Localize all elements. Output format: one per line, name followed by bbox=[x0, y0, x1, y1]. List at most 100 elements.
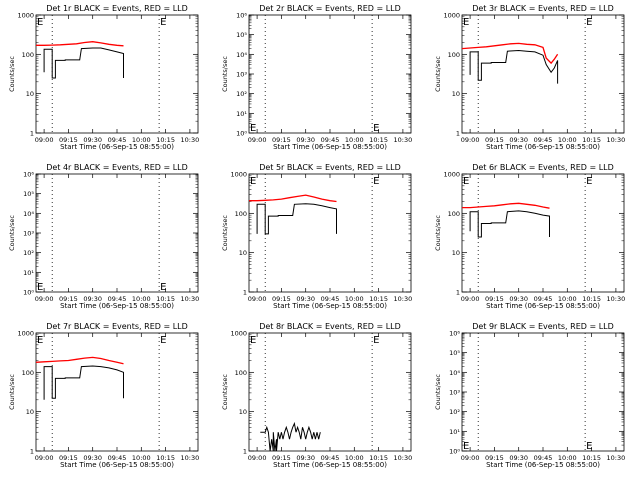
panel-9: Det 9r BLACK = Events, RED = LLD 09:00 09:… bbox=[434, 322, 625, 469]
y-tick-label: 10¹ bbox=[449, 428, 460, 436]
x-tick-label: 09:30 bbox=[296, 295, 315, 303]
x-tick-label: 09:30 bbox=[296, 136, 315, 144]
plot-frame bbox=[461, 14, 625, 134]
plot-frame bbox=[35, 332, 199, 452]
panel-title: Det 9r BLACK = Events, RED = LLD bbox=[472, 322, 614, 331]
x-tick-label: 09:15 bbox=[59, 136, 78, 144]
x-tick-label: 09:15 bbox=[272, 295, 291, 303]
lld-series-line bbox=[461, 42, 559, 65]
x-tick-label: 10:30 bbox=[181, 295, 200, 303]
x-tick-label: 09:00 bbox=[248, 295, 267, 303]
x-tick-label: 10:15 bbox=[156, 295, 175, 303]
x-tick-label: 09:45 bbox=[321, 295, 340, 303]
x-tick-label: 09:15 bbox=[272, 136, 291, 144]
e-marker: E bbox=[586, 176, 592, 187]
panel-title: Det 4r BLACK = Events, RED = LLD bbox=[46, 163, 188, 172]
x-tick-label: 10:00 bbox=[132, 454, 151, 462]
y-tick-label: 10¹ bbox=[23, 269, 34, 277]
plot-frame bbox=[248, 14, 412, 134]
x-tick-label: 10:00 bbox=[345, 454, 364, 462]
plot-frame bbox=[248, 173, 412, 293]
y-tick-label: 100 bbox=[22, 369, 34, 377]
y-tick-label: 1 bbox=[243, 448, 247, 456]
y-tick-label: 10 bbox=[452, 249, 460, 257]
y-tick-label: 100 bbox=[22, 51, 34, 59]
y-tick-label: 10⁰ bbox=[236, 130, 247, 138]
panel-7: Det 7r BLACK = Events, RED = LLD 09:00 09:… bbox=[8, 322, 199, 469]
y-tick-label: 1 bbox=[30, 448, 34, 456]
y-tick-label: 100 bbox=[235, 210, 247, 218]
y-tick-label: 1 bbox=[243, 289, 247, 297]
x-tick-label: 10:30 bbox=[181, 136, 200, 144]
x-axis-label: Start Time (06-Sep-15 08:55:00) bbox=[486, 461, 600, 469]
x-tick-label: 10:30 bbox=[607, 295, 626, 303]
y-tick-label: 10⁶ bbox=[23, 171, 34, 179]
events-series-line bbox=[260, 421, 321, 452]
x-tick-label: 09:00 bbox=[461, 136, 480, 144]
y-tick-label: 1000 bbox=[17, 12, 34, 20]
lld-series-line bbox=[462, 202, 550, 209]
e-marker: E bbox=[463, 441, 469, 452]
y-tick-label: 1000 bbox=[443, 171, 460, 179]
x-tick-label: 09:00 bbox=[35, 454, 54, 462]
x-tick-label: 09:45 bbox=[108, 454, 127, 462]
y-tick-label: 1 bbox=[456, 289, 460, 297]
events-series-line bbox=[256, 203, 337, 235]
y-tick-label: 10⁵ bbox=[236, 31, 247, 39]
x-tick-label: 10:00 bbox=[132, 136, 151, 144]
x-tick-label: 09:45 bbox=[108, 295, 127, 303]
y-tick-label: 10⁴ bbox=[236, 51, 247, 59]
y-tick-label: 10⁵ bbox=[23, 190, 34, 198]
events-series-line bbox=[43, 47, 124, 79]
x-tick-label: 09:15 bbox=[485, 295, 504, 303]
x-tick-label: 10:15 bbox=[156, 136, 175, 144]
x-tick-label: 09:45 bbox=[534, 454, 553, 462]
y-axis-label: Counts/sec bbox=[221, 56, 229, 92]
x-axis-label: Start Time (06-Sep-15 08:55:00) bbox=[60, 302, 174, 310]
panel-4: Det 4r BLACK = Events, RED = LLD 09:00 09:… bbox=[8, 163, 199, 310]
panel-2: Det 2r BLACK = Events, RED = LLD 09:00 09:… bbox=[221, 4, 412, 151]
panel-1: Det 1r BLACK = Events, RED = LLD 09:00 09:… bbox=[8, 4, 199, 151]
panel-title: Det 5r BLACK = Events, RED = LLD bbox=[259, 163, 401, 172]
y-tick-label: 10 bbox=[26, 408, 34, 416]
x-tick-label: 09:00 bbox=[248, 136, 267, 144]
x-axis-label: Start Time (06-Sep-15 08:55:00) bbox=[486, 143, 600, 151]
y-tick-label: 1000 bbox=[443, 12, 460, 20]
x-tick-label: 10:15 bbox=[369, 136, 388, 144]
x-tick-label: 09:00 bbox=[461, 454, 480, 462]
x-tick-label: 09:30 bbox=[83, 295, 102, 303]
e-marker: E bbox=[37, 335, 43, 346]
e-marker: E bbox=[160, 335, 166, 346]
y-tick-label: 10³ bbox=[449, 389, 460, 397]
plot-frame bbox=[35, 173, 199, 293]
events-series-line bbox=[43, 365, 124, 400]
x-tick-label: 10:00 bbox=[132, 295, 151, 303]
y-tick-label: 10⁰ bbox=[449, 448, 460, 456]
x-tick-label: 10:15 bbox=[582, 454, 601, 462]
x-tick-label: 09:45 bbox=[321, 136, 340, 144]
x-tick-label: 09:00 bbox=[461, 295, 480, 303]
x-axis-label: Start Time (06-Sep-15 08:55:00) bbox=[273, 143, 387, 151]
e-marker: E bbox=[37, 282, 43, 293]
panel-5: Det 5r BLACK = Events, RED = LLD 09:00 09:… bbox=[221, 163, 412, 310]
x-tick-label: 10:15 bbox=[369, 454, 388, 462]
panel-title: Det 1r BLACK = Events, RED = LLD bbox=[46, 4, 188, 13]
panel-title: Det 8r BLACK = Events, RED = LLD bbox=[259, 322, 401, 331]
x-tick-label: 10:00 bbox=[558, 295, 577, 303]
x-tick-label: 09:00 bbox=[248, 454, 267, 462]
e-marker: E bbox=[250, 123, 256, 134]
y-tick-label: 10³ bbox=[236, 71, 247, 79]
panel-8: Det 8r BLACK = Events, RED = LLD 09:00 09:… bbox=[221, 322, 412, 469]
x-tick-label: 10:30 bbox=[181, 454, 200, 462]
y-axis-label: Counts/sec bbox=[434, 374, 442, 410]
x-tick-label: 10:15 bbox=[582, 136, 601, 144]
x-tick-label: 09:45 bbox=[534, 136, 553, 144]
x-tick-label: 09:30 bbox=[509, 295, 528, 303]
e-marker: E bbox=[586, 441, 592, 452]
events-series-line bbox=[469, 210, 550, 238]
x-tick-label: 09:30 bbox=[83, 454, 102, 462]
y-tick-label: 10⁰ bbox=[23, 289, 34, 297]
x-tick-label: 09:30 bbox=[509, 136, 528, 144]
panel-3: Det 3r BLACK = Events, RED = LLD 09:00 09:… bbox=[434, 4, 625, 151]
